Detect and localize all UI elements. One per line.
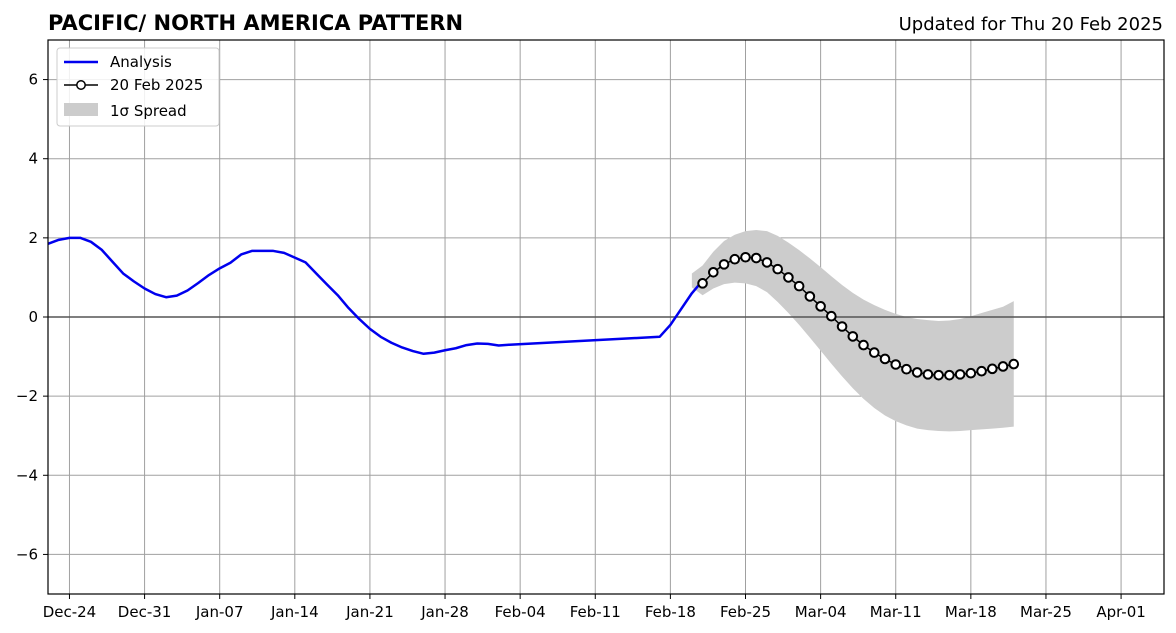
forecast-point (708, 266, 719, 278)
forecast-point (954, 369, 966, 380)
forecast-point (815, 301, 826, 312)
x-axis-ticks: Dec-24 Dec-31 Jan-07 Jan-14 Jan-21 Jan-28 Feb-… (43, 594, 1146, 621)
x-tick-label: Feb-04 (495, 603, 546, 621)
y-tick-label: 0 (28, 308, 38, 326)
forecast-point (901, 363, 912, 375)
forecast-point (826, 310, 837, 322)
forecast-point (740, 251, 751, 263)
forecast-point (868, 347, 880, 358)
x-tick-label: Jan-28 (420, 603, 469, 621)
x-tick-label: Mar-11 (870, 603, 922, 621)
forecast-point (944, 369, 955, 381)
legend-marker-circle (76, 80, 86, 90)
x-tick-label: Feb-11 (570, 603, 621, 621)
y-axis-ticks: −6 −4 −2 0 2 4 6 (16, 71, 48, 563)
x-tick-label: Jan-14 (270, 603, 319, 621)
forecast-point (783, 272, 794, 283)
x-tick-label: Dec-24 (43, 603, 97, 621)
x-tick-label: Jan-21 (345, 603, 394, 621)
x-tick-label: Mar-04 (795, 603, 847, 621)
legend-label-analysis: Analysis (110, 53, 172, 71)
forecast-point (890, 359, 902, 370)
y-tick-label: 4 (28, 150, 38, 168)
spread-band (691, 229, 1014, 432)
y-tick-label: 6 (28, 71, 38, 89)
chart-subtitle: Updated for Thu 20 Feb 2025 (899, 14, 1163, 35)
forecast-point (750, 252, 762, 264)
x-tick-label: Apr-01 (1096, 603, 1146, 621)
x-tick-label: Mar-25 (1020, 603, 1072, 621)
forecast-point (997, 361, 1009, 372)
forecast-point (847, 331, 859, 342)
chart-title: PACIFIC/ NORTH AMERICA PATTERN (48, 11, 463, 35)
forecast-point (965, 367, 977, 379)
forecast-point (772, 263, 783, 275)
legend-label-forecast: 20 Feb 2025 (110, 76, 203, 94)
x-tick-label: Feb-18 (645, 603, 696, 621)
spread-band-layer (691, 229, 1014, 432)
forecast-point (836, 321, 848, 332)
forecast-point (976, 365, 987, 377)
forecast-point (911, 367, 923, 378)
forecast-point (718, 259, 730, 270)
forecast-point (761, 257, 773, 268)
series-layer (47, 236, 1020, 381)
forecast-point (858, 339, 869, 351)
y-tick-label: −2 (16, 387, 38, 405)
forecast-point (1008, 358, 1020, 370)
y-tick-label: 2 (28, 229, 38, 247)
forecast-point (922, 369, 934, 380)
forecast-point (879, 353, 891, 365)
forecast-point (987, 363, 998, 375)
y-tick-label: −6 (16, 545, 38, 563)
x-tick-label: Jan-07 (195, 603, 244, 621)
forecast-point (804, 291, 816, 302)
x-tick-label: Dec-31 (118, 603, 172, 621)
analysis-line (47, 236, 704, 356)
legend: Analysis 20 Feb 2025 1σ Spread (56, 47, 220, 127)
x-tick-label: Mar-18 (945, 603, 997, 621)
gray-patch-icon (64, 103, 98, 116)
forecast-point (697, 278, 708, 289)
y-tick-label: −4 (16, 466, 38, 484)
legend-label-spread: 1σ Spread (110, 102, 187, 120)
x-tick-label: Feb-25 (720, 603, 771, 621)
forecast-point (729, 253, 741, 265)
forecast-point (793, 280, 805, 292)
forecast-point (933, 369, 944, 381)
